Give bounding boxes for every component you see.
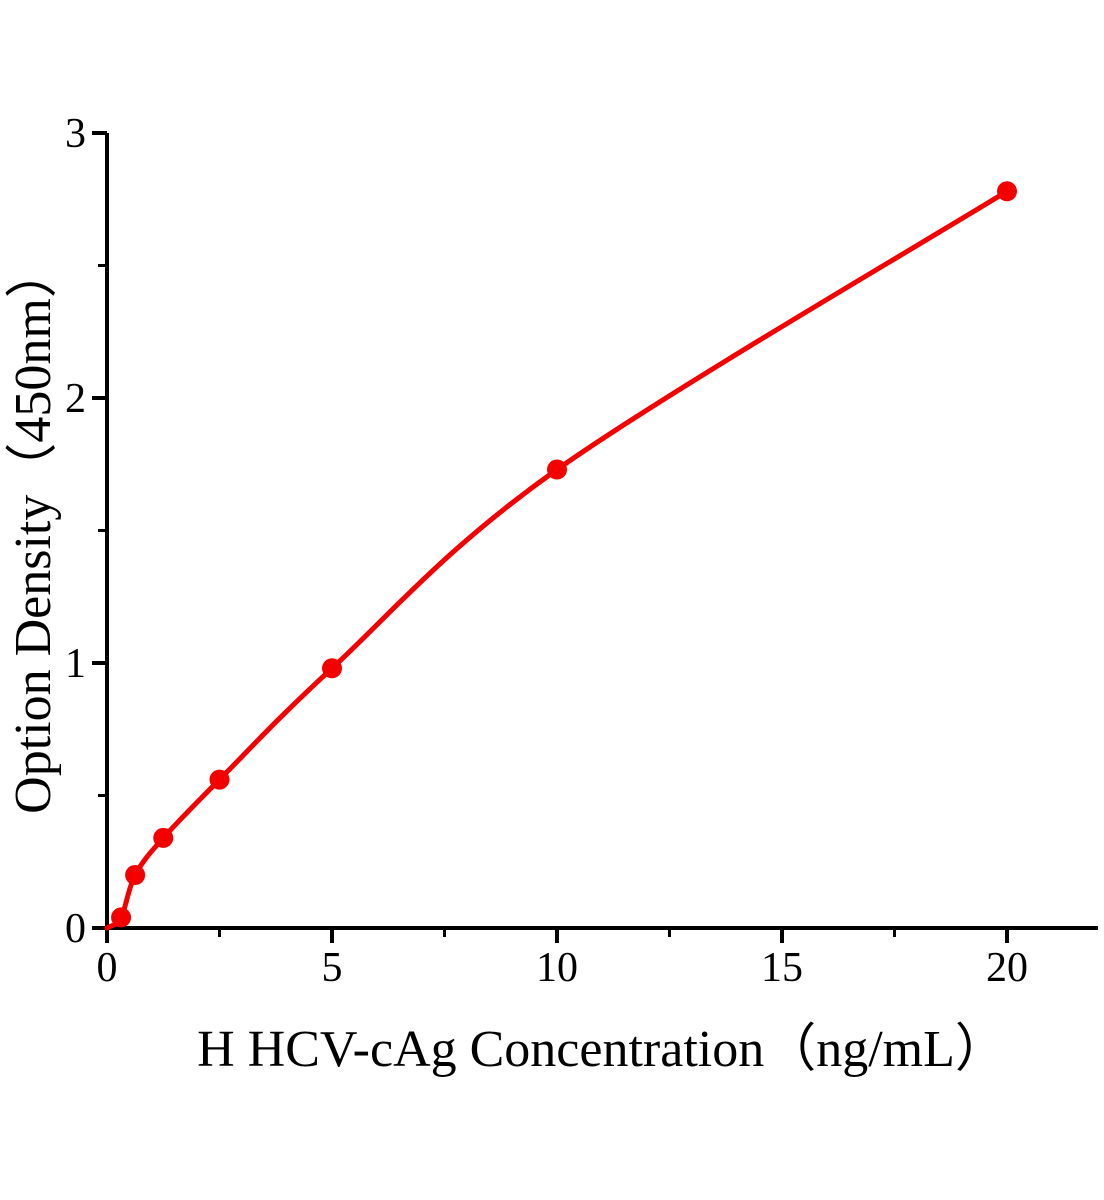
data-point-marker (997, 181, 1017, 202)
y-tick-label: 2 (65, 376, 86, 422)
x-tick-label: 15 (761, 945, 803, 991)
x-tick-label: 5 (322, 945, 343, 991)
data-point-marker (111, 907, 132, 928)
data-point-marker (547, 459, 567, 480)
y-tick-label: 1 (65, 641, 86, 687)
data-point-marker (209, 769, 230, 790)
data-point-marker (125, 865, 146, 885)
x-tick-label: 0 (97, 945, 118, 991)
fit-curve (104, 188, 1010, 931)
data-point-marker (322, 658, 342, 679)
x-axis-title: H HCV-cAg Concentration（ng/mL） (197, 1021, 1007, 1078)
y-tick-label: 0 (65, 906, 86, 952)
x-tick-label: 20 (986, 945, 1028, 991)
y-axis-title: Option Density（450nm） (5, 246, 62, 814)
data-point-marker (153, 827, 174, 848)
plot-area: 0 5 10 15 20 0 1 2 3 (65, 111, 1098, 991)
x-tick-label: 10 (536, 945, 578, 991)
y-tick-label: 3 (65, 111, 86, 157)
